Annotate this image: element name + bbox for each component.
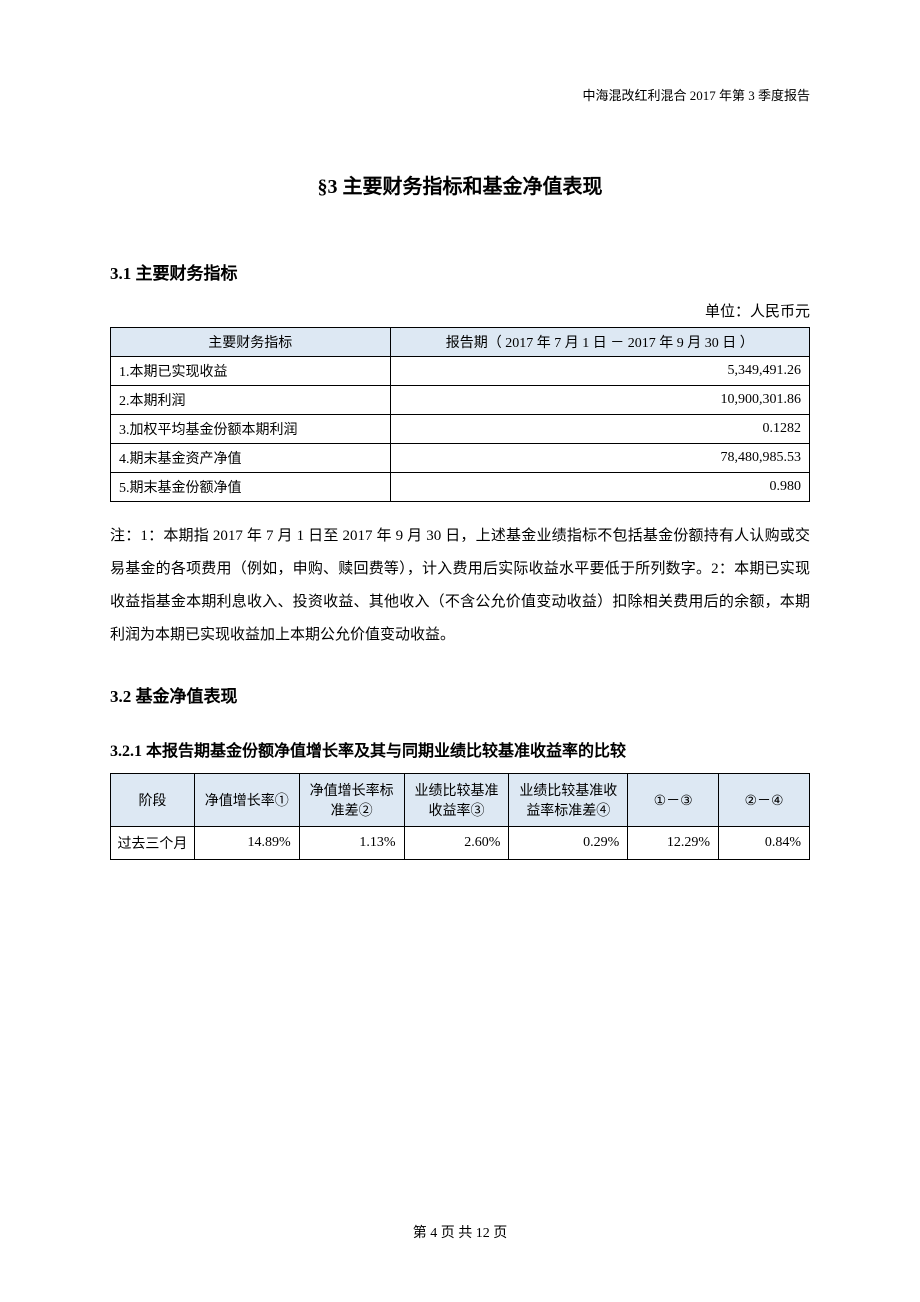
indicator-label: 3.加权平均基金份额本期利润 [111, 415, 391, 444]
table-row: 5.期末基金份额净值 0.980 [111, 473, 810, 502]
cell-benchmark: 2.60% [404, 827, 509, 860]
indicator-value: 10,900,301.86 [390, 386, 809, 415]
indicator-label: 4.期末基金资产净值 [111, 444, 391, 473]
col-diff2-header: ②－④ [719, 774, 810, 827]
page-footer: 第 4 页 共 12 页 [0, 1222, 920, 1242]
section-3-2-1-title: 3.2.1 本报告期基金份额净值增长率及其与同期业绩比较基准收益率的比较 [110, 737, 810, 761]
indicator-label: 2.本期利润 [111, 386, 391, 415]
section-3-1-title: 3.1 主要财务指标 [110, 259, 810, 284]
col-period-header: 报告期（ 2017 年 7 月 1 日 － 2017 年 9 月 30 日 ） [390, 328, 809, 357]
cell-nav-std: 1.13% [299, 827, 404, 860]
indicator-value: 0.980 [390, 473, 809, 502]
table-row: 3.加权平均基金份额本期利润 0.1282 [111, 415, 810, 444]
col-nav-growth-header: 净值增长率① [194, 774, 299, 827]
cell-nav-growth: 14.89% [194, 827, 299, 860]
col-benchmark-std-header: 业绩比较基准收益率标准差④ [509, 774, 628, 827]
page-header-right: 中海混改红利混合 2017 年第 3 季度报告 [582, 85, 810, 104]
cell-benchmark-std: 0.29% [509, 827, 628, 860]
cell-period: 过去三个月 [111, 827, 195, 860]
col-period-header: 阶段 [111, 774, 195, 827]
col-benchmark-header: 业绩比较基准收益率③ [404, 774, 509, 827]
table-row: 2.本期利润 10,900,301.86 [111, 386, 810, 415]
table-row: 4.期末基金资产净值 78,480,985.53 [111, 444, 810, 473]
indicator-label: 5.期末基金份额净值 [111, 473, 391, 502]
indicator-value: 78,480,985.53 [390, 444, 809, 473]
cell-diff1: 12.29% [628, 827, 719, 860]
cell-diff2: 0.84% [719, 827, 810, 860]
indicator-value: 0.1282 [390, 415, 809, 444]
indicator-value: 5,349,491.26 [390, 357, 809, 386]
unit-label: 单位：人民币元 [110, 300, 810, 321]
table-row: 1.本期已实现收益 5,349,491.26 [111, 357, 810, 386]
section-3-title: §3 主要财务指标和基金净值表现 [110, 170, 810, 199]
financial-indicators-table: 主要财务指标 报告期（ 2017 年 7 月 1 日 － 2017 年 9 月 … [110, 327, 810, 502]
col-indicator-header: 主要财务指标 [111, 328, 391, 357]
indicator-label: 1.本期已实现收益 [111, 357, 391, 386]
col-diff1-header: ①－③ [628, 774, 719, 827]
section-3-2-title: 3.2 基金净值表现 [110, 682, 810, 707]
nav-performance-table: 阶段 净值增长率① 净值增长率标准差② 业绩比较基准收益率③ 业绩比较基准收益率… [110, 773, 810, 860]
table-row: 过去三个月 14.89% 1.13% 2.60% 0.29% 12.29% 0.… [111, 827, 810, 860]
col-nav-std-header: 净值增长率标准差② [299, 774, 404, 827]
note-text: 注：1：本期指 2017 年 7 月 1 日至 2017 年 9 月 30 日，… [110, 520, 810, 652]
